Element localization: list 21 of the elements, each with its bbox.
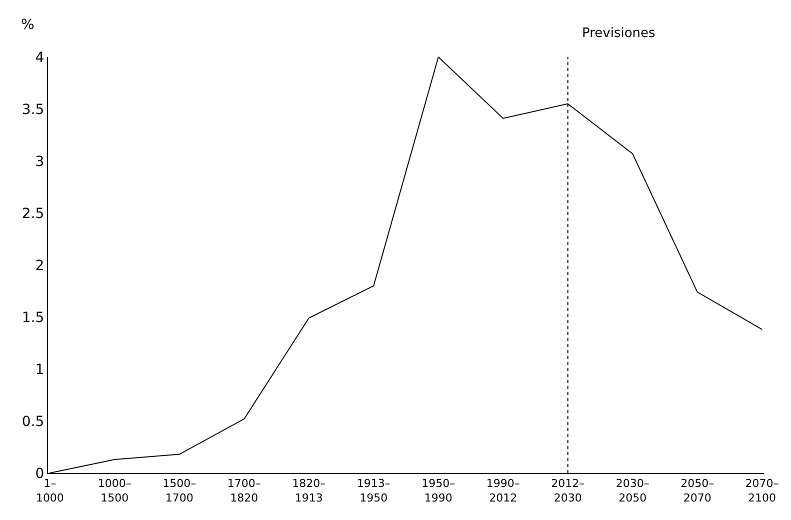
y-tick-label: 3.5 bbox=[22, 102, 44, 118]
y-tick-label: 2.5 bbox=[22, 206, 44, 222]
y-tick-label: 1.5 bbox=[22, 310, 44, 326]
y-tick-label: 2 bbox=[35, 258, 44, 274]
y-tick-label: 3 bbox=[35, 154, 44, 170]
x-tick-label: 1000–1500 bbox=[98, 477, 132, 504]
x-tick-label: 2070–2100 bbox=[745, 477, 779, 504]
x-tick-label: 1700–1820 bbox=[227, 477, 261, 504]
ref-line-label: Previsiones bbox=[582, 26, 656, 41]
y-tick-label: 1 bbox=[35, 362, 44, 378]
y-axis-title: % bbox=[21, 17, 34, 33]
x-tick-label: 2030–2050 bbox=[616, 477, 650, 504]
x-tick-label: 1990–2012 bbox=[486, 477, 520, 504]
y-tick-label: 4 bbox=[35, 50, 44, 66]
x-tick-label: 1913–1950 bbox=[356, 477, 390, 504]
x-tick-label: 2050–2070 bbox=[680, 477, 714, 504]
x-tick-label: 2012–2030 bbox=[551, 477, 585, 504]
y-tick-label: 0.5 bbox=[22, 414, 44, 430]
x-tick-label: 1500–1700 bbox=[162, 477, 196, 504]
x-tick-label: 1950–1990 bbox=[422, 477, 456, 504]
x-tick-label: 1820–1913 bbox=[292, 477, 326, 504]
